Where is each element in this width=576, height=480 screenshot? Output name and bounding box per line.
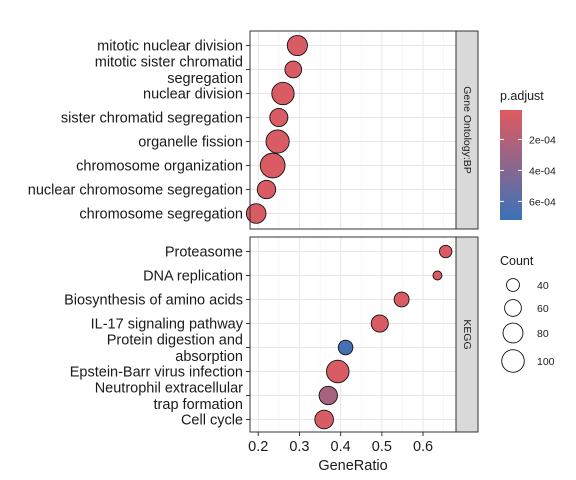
point-il-17-signaling-pathway [370,314,389,333]
point-neutrophil-extracellular-trap-formation [318,385,338,406]
point-cell-cycle [314,409,334,430]
panel-background [250,237,456,432]
y-tick-label-biosynthesis-of-amino-acids: Biosynthesis of amino acids [64,293,243,309]
point-mitotic-nuclear-division [286,34,308,57]
y-tick-label-chromosome-organization: chromosome organization [76,159,243,175]
points [314,244,453,430]
y-tick-label-line: absorption [175,349,243,365]
y-tick-label-line: Protein digestion and [107,333,243,349]
point-chromosome-segregation [245,203,267,224]
size-legend-label: 80 [537,328,549,340]
y-tick-label-line: Neutrophil extracellular [95,381,243,397]
y-tick-label-epstein-barr-virus-infection: Epstein-Barr virus infection [70,365,243,381]
point-protein-digestion-and-absorption [337,339,354,356]
facet-strip [455,236,479,433]
x-tick-label: 0.5 [372,439,392,455]
point-nuclear-chromosome-segregation [256,179,277,200]
size-legend-key [506,278,520,292]
y-tick-label-protein-digestion-and-absorption: Protein digestion and absorption [107,333,243,366]
x-axis: 0.2 0.3 0.4 0.5 0.6 GeneRatio [248,432,433,474]
x-tick-label: 0.4 [331,439,351,455]
point-dna-replication [432,270,443,281]
color-legend: p.adjust 2e-04 4e-04 6e-04 [500,89,556,220]
y-tick-label-cell-cycle: Cell cycle [181,413,243,429]
point-proteasome [439,244,453,259]
size-legend-key [501,349,525,373]
points [245,34,308,224]
facet-panel-kegg: Proteasome DNA replication Biosynthesis of… [64,236,479,433]
color-bar-label: 2e-04 [529,134,556,146]
facet-strip-label: KEGG [461,319,473,349]
size-legend-title: Count [500,254,534,268]
y-tick-label-nuclear-division: nuclear division [143,87,243,103]
color-legend-title: p.adjust [500,89,544,103]
y-tick-label-il-17-signaling-pathway: IL-17 signaling pathway [91,317,244,333]
y-tick-label-mitotic-sister-chromatid-segregation: mitotic sister chromatid segregation [95,55,243,88]
y-tick-label-dna-replication: DNA replication [143,269,243,285]
grid-lines [250,237,456,432]
y-tick-label-chromosome-segregation: chromosome segregation [79,207,243,223]
y-tick-label-nuclear-chromosome-segregation: nuclear chromosome segregation [28,183,243,199]
panel-background [250,31,456,229]
color-bar-label: 4e-04 [529,165,556,177]
point-biosynthesis-of-amino-acids [393,291,410,308]
y-tick-label-sister-chromatid-segregation: sister chromatid segregation [61,111,243,127]
point-chromosome-organization [259,152,286,179]
size-legend-key [504,299,522,317]
y-tick-label-mitotic-nuclear-division: mitotic nuclear division [97,39,243,55]
facet-strip [455,30,479,230]
size-legend-label: 40 [537,280,549,292]
size-legend-label: 60 [537,303,549,315]
y-tick-label-organelle-fission: organelle fission [138,135,243,151]
size-legend-key [502,322,524,344]
y-tick-label-neutrophil-extracellular-trap-formation: Neutrophil extracellular trap formation [95,381,243,414]
y-tick-label-proteasome: Proteasome [165,245,243,261]
y-tick-label-line: trap formation [154,397,243,413]
x-tick-label: 0.6 [413,439,433,455]
y-tick-label-line: mitotic sister chromatid [95,55,243,71]
y-tick-label-line: segregation [167,71,243,87]
point-organelle-fission [265,129,290,154]
point-mitotic-sister-chromatid-segregation [284,60,303,79]
facet-strip-label: Gene Ontology:BP [461,86,473,174]
color-bar [500,110,522,220]
x-tick-label: 0.3 [289,439,309,455]
x-tick-label: 0.2 [248,439,268,455]
point-epstein-barr-virus-infection [326,359,350,384]
x-axis-title: GeneRatio [318,458,387,474]
point-sister-chromatid-segregation [269,108,289,127]
size-legend-label: 100 [537,356,555,368]
color-bar-label: 6e-04 [529,196,556,208]
point-nuclear-division [271,81,295,106]
